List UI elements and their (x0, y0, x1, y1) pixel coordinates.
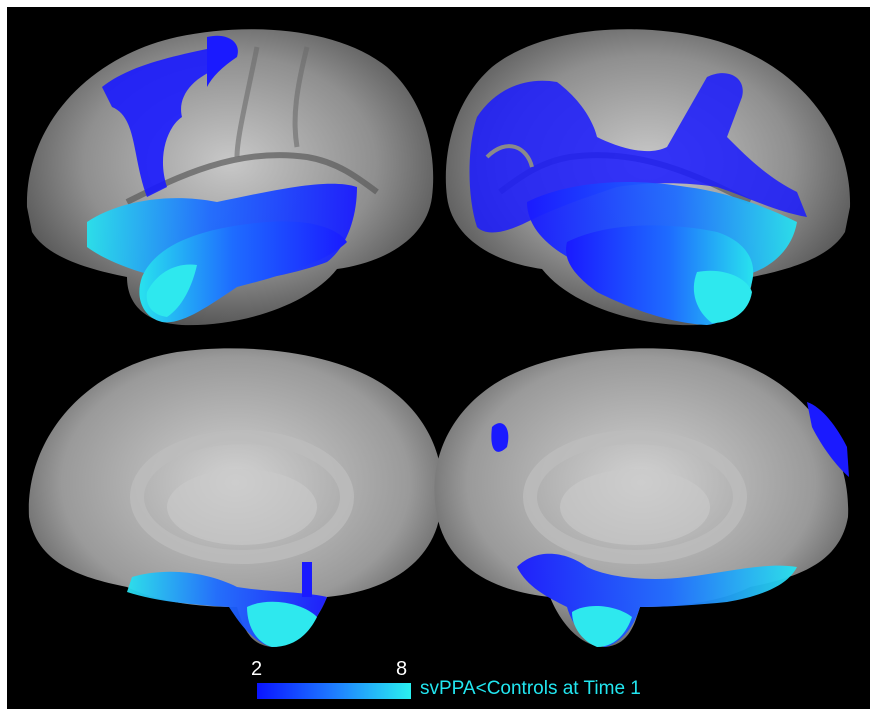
brain-figure: 2 8 svPPA<Controls at Time 1 (7, 7, 870, 709)
colorbar-max-label: 8 (396, 658, 408, 680)
left-medial-hemisphere (28, 348, 443, 647)
right-lateral-hemisphere (445, 29, 851, 326)
brain-surface-renders (26, 29, 851, 647)
left-lateral-hemisphere (26, 29, 434, 326)
colorbar-min-label: 2 (251, 658, 263, 680)
right-medial-hemisphere (434, 348, 849, 647)
colorbar-gradient (257, 683, 411, 699)
colorbar-title: svPPA<Controls at Time 1 (420, 678, 641, 699)
